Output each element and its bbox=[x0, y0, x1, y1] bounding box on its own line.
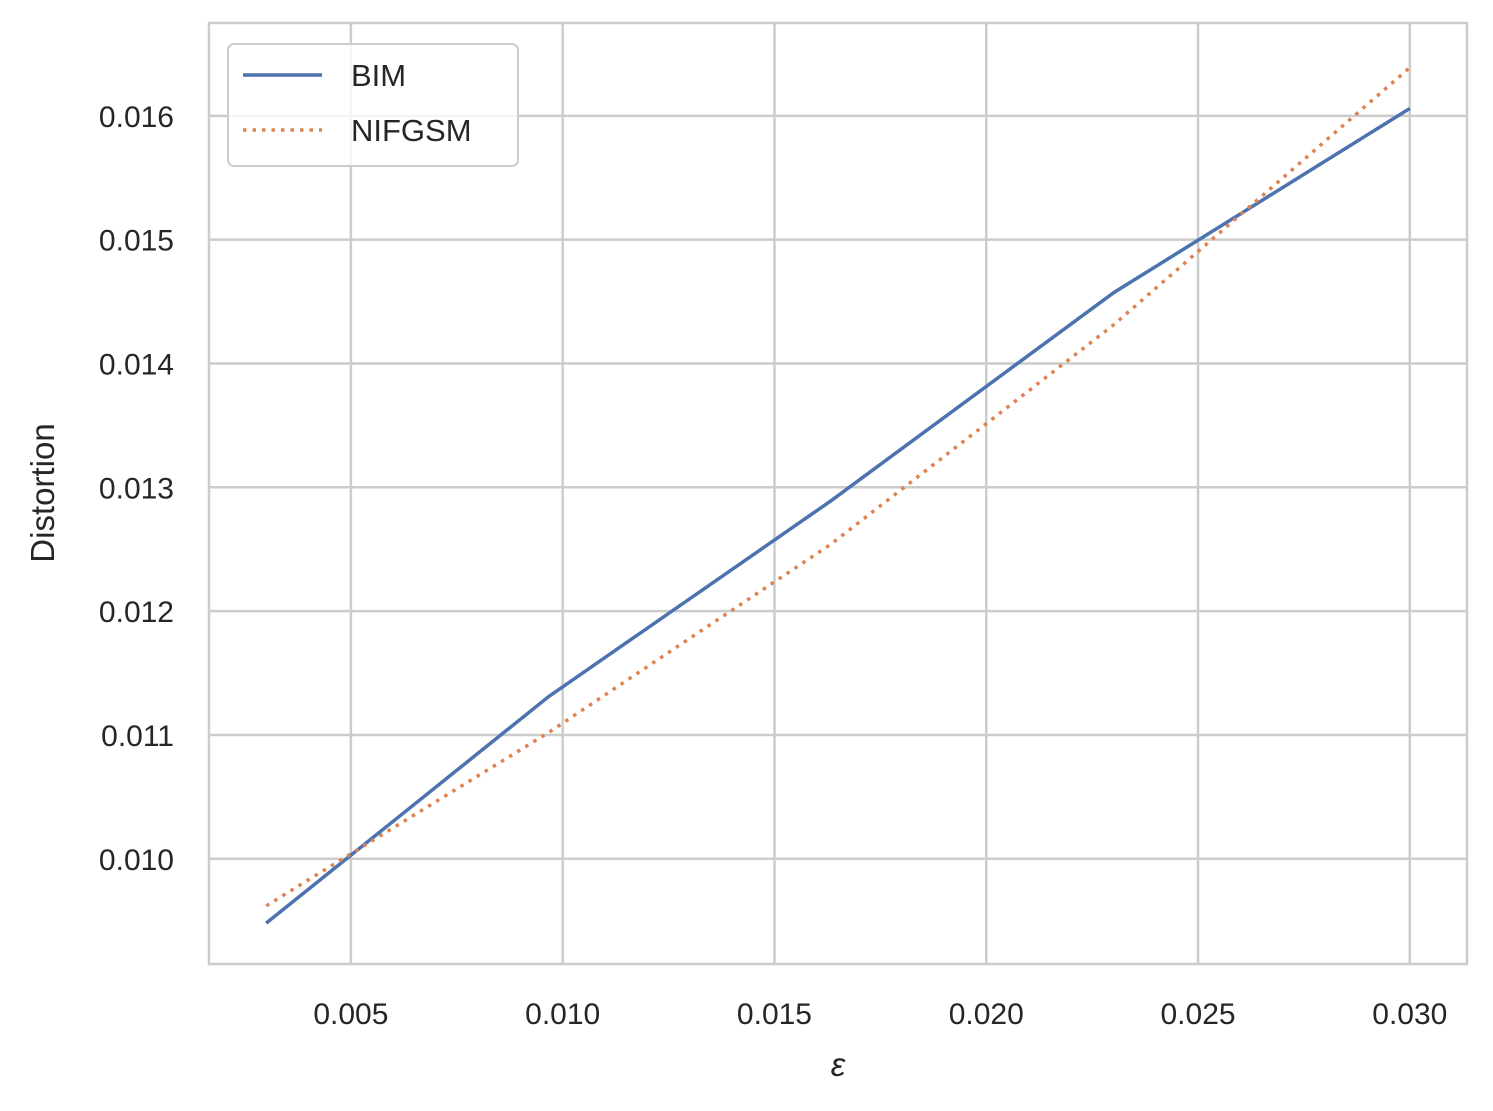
series-line-bim bbox=[265, 106, 1411, 925]
plot-frame bbox=[207, 21, 1469, 966]
legend: BIM NIFGSM bbox=[227, 43, 519, 167]
x-tick-labels: 0.005 0.010 0.015 0.020 0.025 0.030 bbox=[313, 998, 1447, 1031]
x-tick-label: 0.025 bbox=[1160, 998, 1235, 1031]
y-tick-labels: 0.010 0.011 0.012 0.013 0.014 0.015 0.016 bbox=[99, 101, 174, 877]
x-tick-label: 0.015 bbox=[737, 998, 812, 1031]
y-tick-label: 0.012 bbox=[99, 596, 174, 629]
y-tick-label: 0.010 bbox=[99, 844, 174, 877]
y-tick-label: 0.011 bbox=[101, 720, 174, 753]
grid-lines bbox=[209, 23, 1467, 964]
y-tick-label: 0.016 bbox=[99, 101, 174, 134]
x-tick-label: 0.030 bbox=[1372, 998, 1447, 1031]
x-tick-label: 0.010 bbox=[525, 998, 600, 1031]
series-layer bbox=[265, 66, 1411, 925]
x-tick-label: 0.020 bbox=[949, 998, 1024, 1031]
x-tick-label: 0.005 bbox=[313, 998, 388, 1031]
y-axis-label: Distortion bbox=[24, 423, 61, 562]
legend-label-nifgsm: NIFGSM bbox=[351, 113, 472, 148]
y-tick-label: 0.013 bbox=[99, 472, 174, 505]
legend-label-bim: BIM bbox=[351, 58, 406, 93]
x-axis-label: ε bbox=[831, 1046, 846, 1083]
series-line-nifgsm bbox=[265, 66, 1411, 908]
y-tick-label: 0.015 bbox=[99, 225, 174, 258]
y-tick-label: 0.014 bbox=[99, 348, 174, 381]
